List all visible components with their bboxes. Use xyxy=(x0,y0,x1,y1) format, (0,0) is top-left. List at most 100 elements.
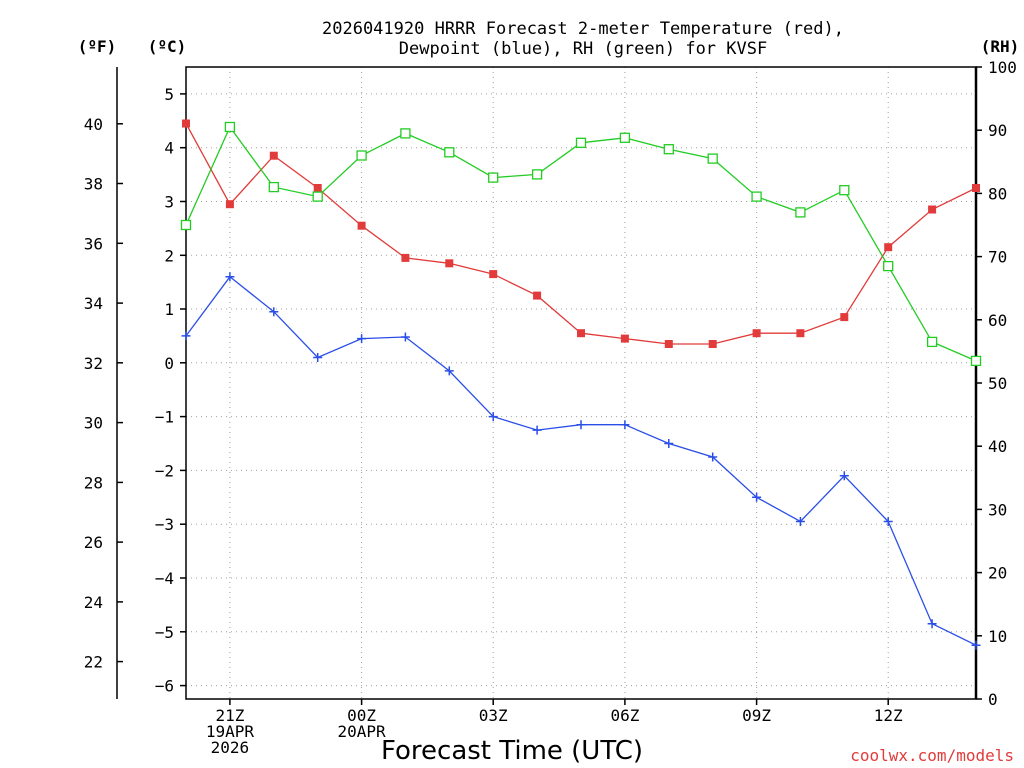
dewpoint-point-12 xyxy=(708,452,718,462)
temperature-point-15 xyxy=(840,313,849,322)
fahrenheit-tick-label-38: 38 xyxy=(84,175,103,194)
grid-layer xyxy=(186,67,976,699)
x-tick-label-1-0: 21Z xyxy=(215,706,244,725)
x-tick-label-4-0: 00Z xyxy=(347,706,376,725)
rh-point-14 xyxy=(795,207,806,218)
rh-point-15 xyxy=(839,185,850,196)
temperature-point-11 xyxy=(664,340,673,348)
rh-point-2 xyxy=(268,181,279,193)
celsius-tick-label-0: 0 xyxy=(164,354,174,373)
rh-line xyxy=(185,125,977,362)
celsius-tick-label--4: −4 xyxy=(155,569,174,588)
series-layer xyxy=(180,119,982,650)
temperature-point-5 xyxy=(401,253,410,262)
rh-point-5 xyxy=(400,128,411,139)
series-temperature xyxy=(182,119,980,348)
temperature-point-4 xyxy=(357,221,366,230)
x-tick-label-7-0: 03Z xyxy=(479,706,508,725)
title-line-1: 2026041920 HRRR Forecast 2-meter Tempera… xyxy=(322,19,844,39)
plot-area-frame xyxy=(185,66,977,700)
rh-tick-label-80: 80 xyxy=(988,184,1007,203)
rh-unit-label: (RH) xyxy=(981,37,1020,56)
dewpoint-point-0 xyxy=(181,331,191,341)
celsius-tick-label-5: 5 xyxy=(164,85,174,104)
series-rh xyxy=(180,121,982,367)
x-tick-label-16-0: 12Z xyxy=(874,706,903,725)
temperature-point-6 xyxy=(445,259,454,268)
fahrenheit-tick-label-28: 28 xyxy=(84,473,103,492)
temperature-point-2 xyxy=(269,151,278,160)
x-axis-label: Forecast Time (UTC) xyxy=(381,736,643,766)
fahrenheit-unit-label: (ºF) xyxy=(78,37,117,56)
fahrenheit-tick-label-40: 40 xyxy=(84,115,103,134)
temperature-line xyxy=(185,123,977,345)
axes-layer: −6−5−4−3−2−10123452224262830323436384001… xyxy=(84,58,1017,757)
celsius-unit-label: (ºC) xyxy=(148,37,187,56)
dewpoint-point-16 xyxy=(883,517,893,526)
dewpoint-point-15 xyxy=(839,471,849,481)
x-tick-label-10-0: 06Z xyxy=(610,706,639,725)
dewpoint-point-13 xyxy=(752,492,762,502)
dewpoint-point-1 xyxy=(225,272,235,282)
rh-point-18 xyxy=(970,355,982,367)
rh-tick-label-10: 10 xyxy=(988,627,1007,646)
temperature-point-0 xyxy=(182,119,190,128)
rh-point-9 xyxy=(575,137,587,148)
temperature-point-1 xyxy=(225,200,234,209)
dewpoint-point-9 xyxy=(576,420,586,430)
temperature-point-7 xyxy=(489,270,498,279)
rh-point-10 xyxy=(619,132,631,143)
x-tick-label-4-1: 20APR xyxy=(338,722,387,741)
x-tick-label-1-1: 19APR xyxy=(206,722,255,741)
fahrenheit-tick-label-26: 26 xyxy=(84,533,103,552)
fahrenheit-tick-label-22: 22 xyxy=(84,653,103,672)
rh-tick-label-50: 50 xyxy=(988,374,1007,393)
dewpoint-point-11 xyxy=(664,439,674,448)
celsius-tick-label--5: −5 xyxy=(155,623,174,642)
temperature-point-18 xyxy=(972,184,980,192)
celsius-tick-label--6: −6 xyxy=(155,677,174,696)
dewpoint-point-4 xyxy=(357,334,367,344)
rh-point-11 xyxy=(663,144,674,155)
celsius-tick-label-1: 1 xyxy=(164,300,174,319)
celsius-tick-label--2: −2 xyxy=(155,461,174,480)
rh-point-4 xyxy=(356,150,367,161)
rh-point-1 xyxy=(224,121,236,133)
rh-point-6 xyxy=(444,147,455,158)
rh-point-7 xyxy=(488,172,499,183)
dewpoint-point-6 xyxy=(444,366,454,376)
fahrenheit-tick-label-34: 34 xyxy=(84,294,103,313)
celsius-tick-label-3: 3 xyxy=(164,193,174,212)
rh-tick-label-90: 90 xyxy=(988,121,1007,140)
chart-title: 2026041920 HRRR Forecast 2-meter Tempera… xyxy=(322,19,844,59)
rh-point-0 xyxy=(180,219,192,231)
fahrenheit-tick-label-36: 36 xyxy=(84,234,103,253)
temperature-point-12 xyxy=(708,340,717,348)
rh-point-17 xyxy=(926,336,938,348)
rh-tick-label-40: 40 xyxy=(988,437,1007,456)
temperature-point-13 xyxy=(752,329,761,338)
series-dewpoint xyxy=(181,272,981,650)
celsius-tick-label--3: −3 xyxy=(155,515,174,534)
title-line-2: Dewpoint (blue), RH (green) for KVSF xyxy=(399,39,767,59)
dewpoint-point-7 xyxy=(488,412,498,422)
rh-tick-label-100: 100 xyxy=(988,58,1017,77)
x-tick-label-13-0: 09Z xyxy=(742,706,771,725)
dewpoint-point-18 xyxy=(971,640,981,650)
dewpoint-point-17 xyxy=(927,619,937,629)
rh-point-12 xyxy=(707,153,718,164)
rh-tick-label-30: 30 xyxy=(988,500,1007,519)
dewpoint-point-10 xyxy=(620,420,630,430)
dewpoint-point-8 xyxy=(532,425,542,435)
celsius-tick-label-2: 2 xyxy=(164,246,174,265)
temperature-point-10 xyxy=(620,334,629,343)
temperature-point-9 xyxy=(577,329,585,338)
rh-point-13 xyxy=(751,191,762,202)
dewpoint-point-5 xyxy=(400,332,410,342)
rh-tick-label-20: 20 xyxy=(988,564,1007,583)
temperature-point-16 xyxy=(884,243,893,252)
fahrenheit-tick-label-32: 32 xyxy=(84,354,103,373)
x-tick-label-1-2: 2026 xyxy=(211,738,250,757)
dewpoint-point-2 xyxy=(269,307,279,317)
